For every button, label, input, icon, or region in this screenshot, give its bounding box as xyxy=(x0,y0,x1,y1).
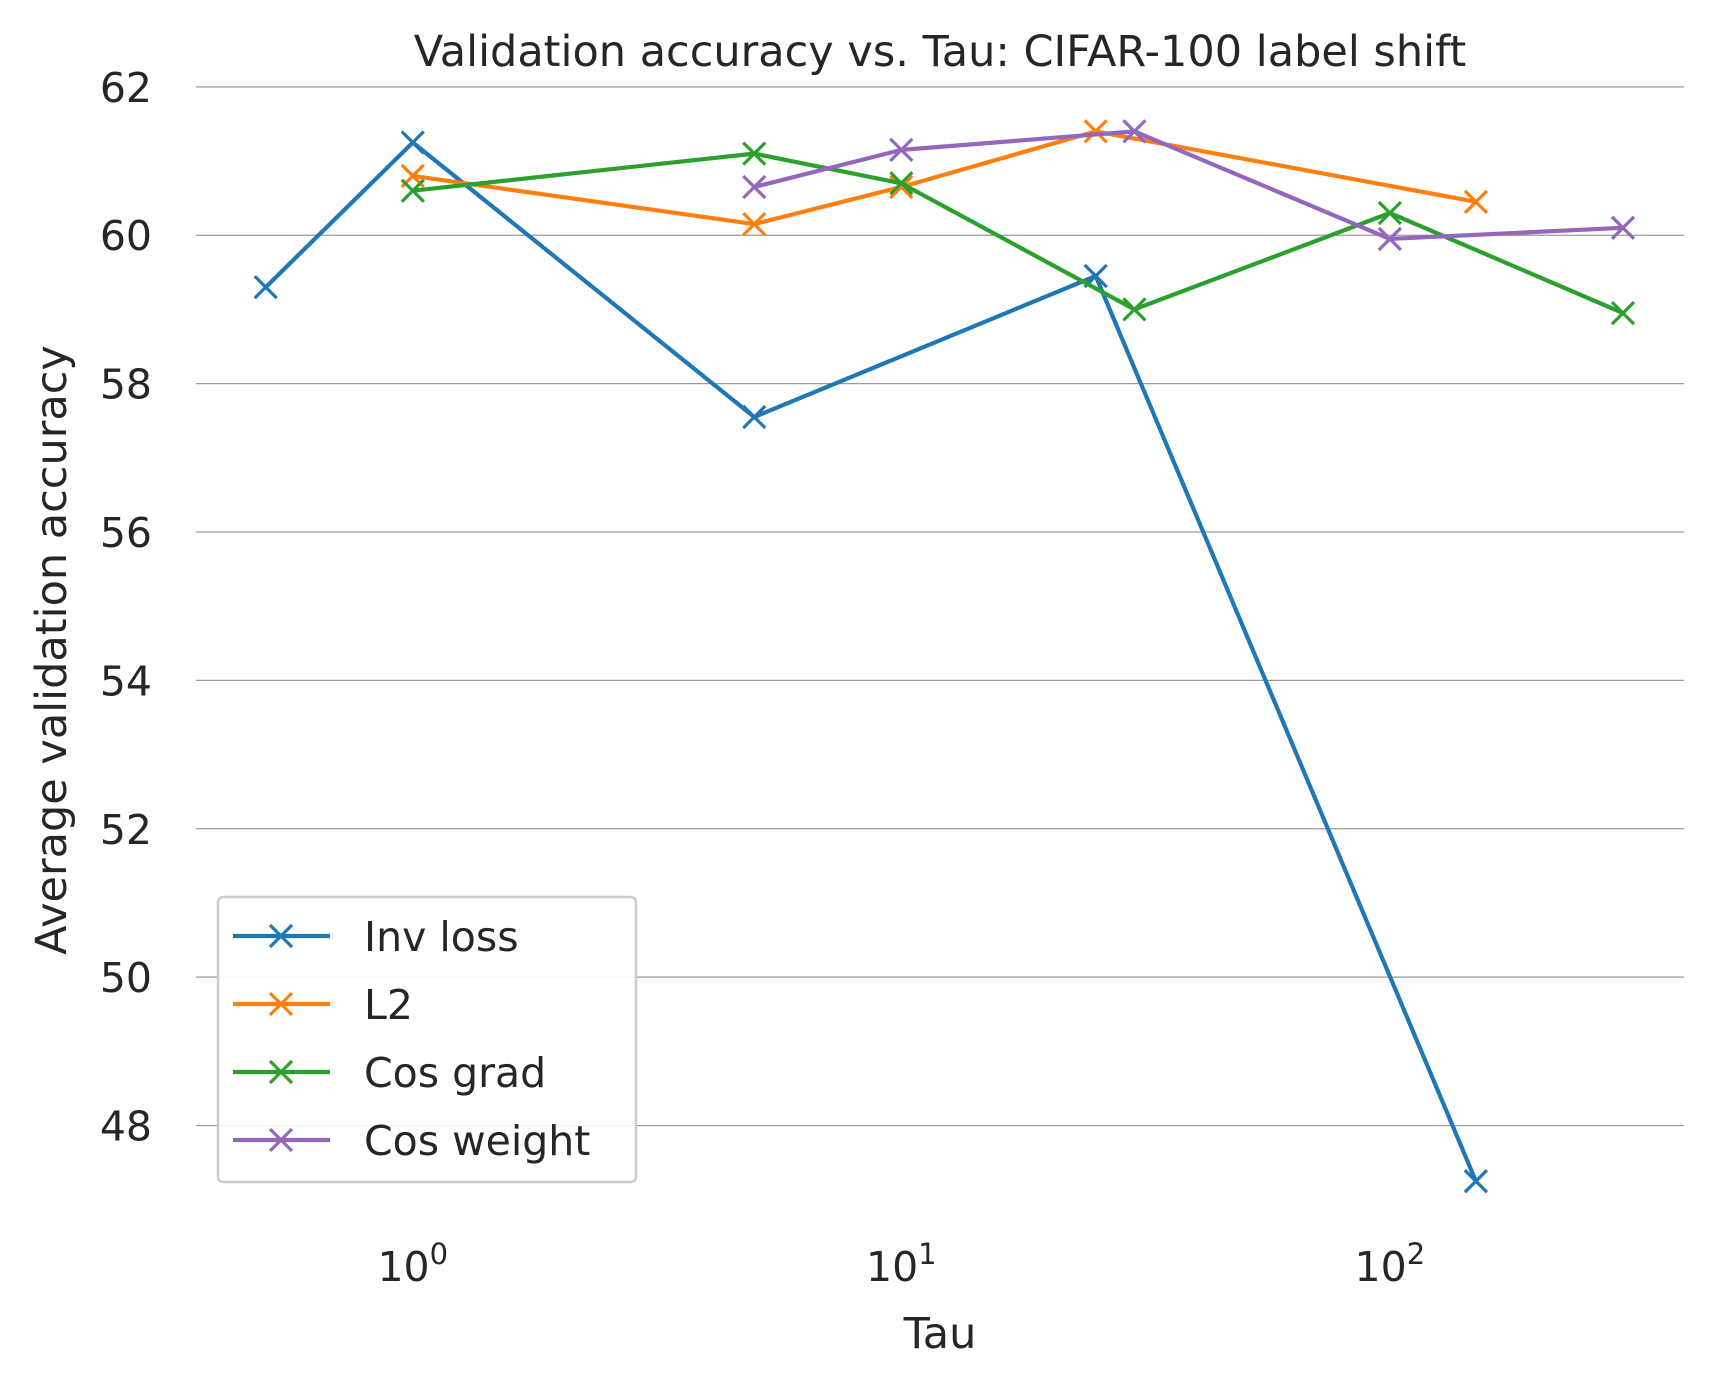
data-point-cos-weight xyxy=(1122,119,1147,144)
data-point-cos-weight xyxy=(1610,215,1636,240)
x-tick-label: 101 xyxy=(866,1237,937,1291)
legend-marker-inv-loss xyxy=(268,923,294,949)
data-point-cos-grad xyxy=(889,171,914,196)
y-tick-label: 48 xyxy=(100,1103,152,1151)
legend-label-l2: L2 xyxy=(364,981,413,1029)
data-point-cos-grad xyxy=(1377,200,1402,226)
y-tick-label: 62 xyxy=(100,64,152,112)
series-cos-grad xyxy=(400,141,1636,326)
y-tick-label: 56 xyxy=(100,509,152,557)
y-axis-label: Average validation accuracy xyxy=(27,345,77,955)
data-point-inv-loss xyxy=(742,404,767,430)
legend-frame xyxy=(216,895,638,1184)
legend-label-cos-weight: Cos weight xyxy=(364,1117,590,1165)
data-point-cos-grad xyxy=(400,178,425,203)
legend-marker-cos-weight xyxy=(268,1127,294,1153)
legend-item-inv-loss: Inv loss xyxy=(233,913,519,961)
series-cos-weight xyxy=(742,119,1636,252)
data-point-cos-weight xyxy=(889,137,914,163)
data-point-l2 xyxy=(889,174,914,200)
y-tick-label: 54 xyxy=(100,657,152,705)
y-tick-label: 50 xyxy=(100,954,152,1002)
x-tick-label: 100 xyxy=(377,1237,448,1291)
series-line-cos-grad xyxy=(412,151,1624,316)
legend-marker-cos-grad xyxy=(268,1059,294,1085)
data-point-cos-weight xyxy=(742,174,767,200)
x-axis-label: Tau xyxy=(903,1309,977,1359)
data-point-l2 xyxy=(1083,119,1108,144)
legend-label-inv-loss: Inv loss xyxy=(364,913,519,961)
y-axis-ticks: 48 50 52 54 56 58 60 62 xyxy=(100,64,152,1151)
legend-marker-l2 xyxy=(268,991,294,1017)
series-inv-loss xyxy=(253,130,1489,1194)
y-tick-label: 52 xyxy=(100,806,152,854)
data-point-cos-weight xyxy=(1377,226,1402,252)
legend-item-l2: L2 xyxy=(233,981,413,1029)
data-point-l2 xyxy=(1463,189,1489,214)
series-l2 xyxy=(400,119,1489,237)
data-point-inv-loss xyxy=(253,275,278,300)
y-tick-label: 58 xyxy=(100,361,152,409)
chart-title: Validation accuracy vs. Tau: CIFAR-100 l… xyxy=(414,27,1467,77)
x-tick-label: 102 xyxy=(1355,1237,1426,1291)
legend-label-cos-grad: Cos grad xyxy=(364,1049,546,1097)
data-point-cos-grad xyxy=(1122,297,1147,322)
data-point-cos-grad xyxy=(1610,300,1636,326)
x-axis-ticks: 100 101 102 xyxy=(377,1237,1425,1291)
y-tick-label: 60 xyxy=(100,212,152,260)
data-point-inv-loss xyxy=(1463,1169,1489,1194)
legend: Inv loss L2 Cos grad Cos weight xyxy=(216,895,638,1184)
data-point-inv-loss xyxy=(400,130,425,155)
legend-item-cos-grad: Cos grad xyxy=(233,1049,546,1097)
series-layer xyxy=(253,119,1636,1194)
legend-item-cos-weight: Cos weight xyxy=(233,1117,590,1165)
data-point-cos-grad xyxy=(742,141,767,166)
data-point-l2 xyxy=(742,211,767,237)
